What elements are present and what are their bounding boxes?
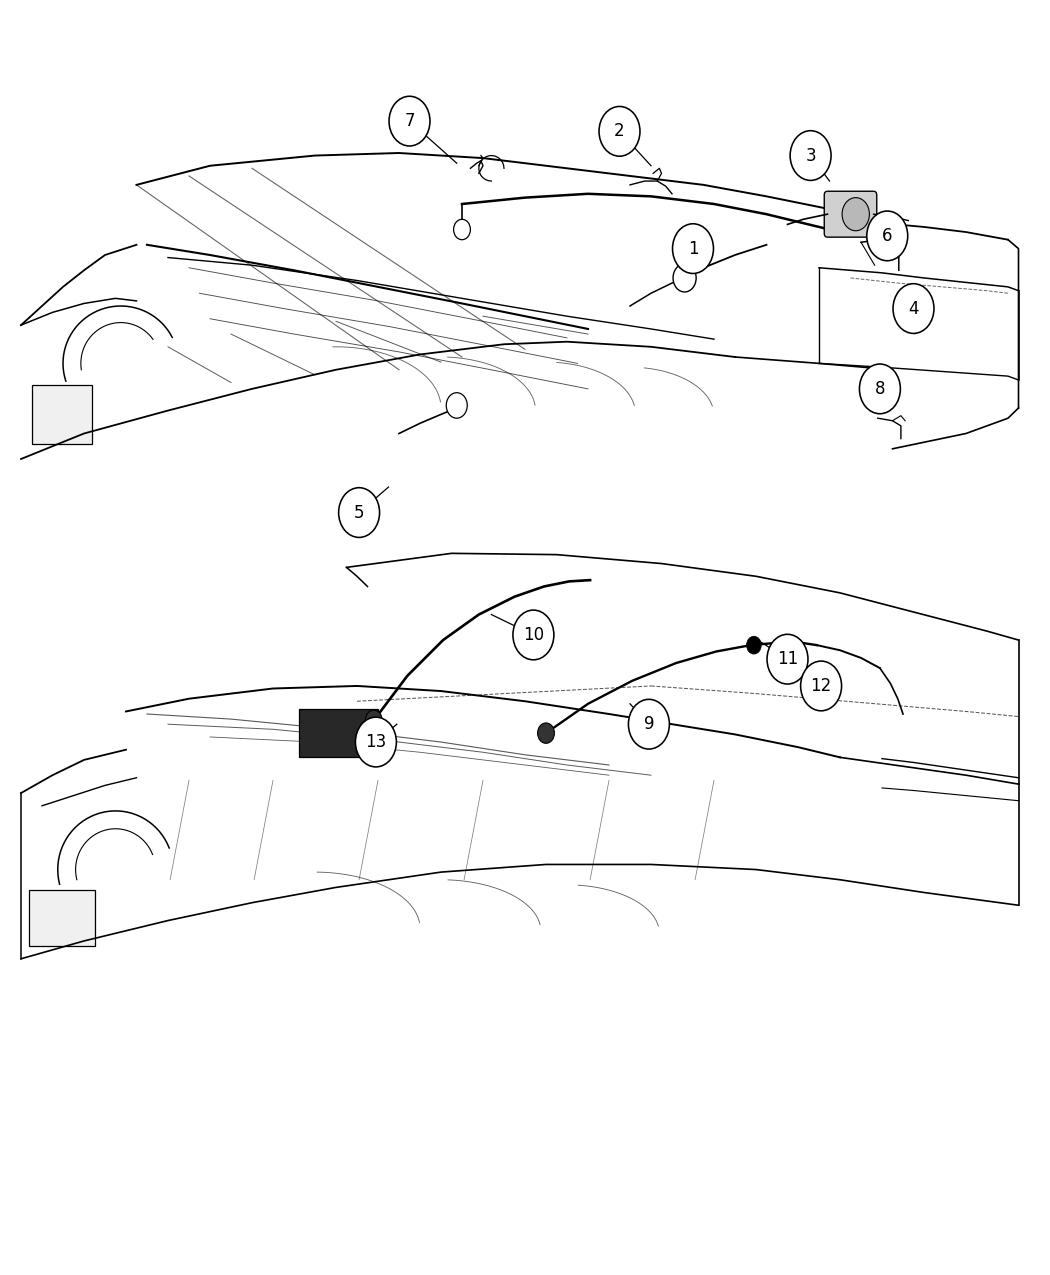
Circle shape [867, 212, 907, 261]
Circle shape [338, 488, 380, 538]
Text: 3: 3 [805, 147, 816, 164]
Circle shape [512, 611, 554, 660]
Circle shape [790, 131, 832, 180]
Circle shape [892, 284, 934, 333]
Circle shape [800, 660, 842, 710]
Circle shape [446, 393, 467, 418]
Bar [29, 890, 94, 946]
Text: 1: 1 [688, 240, 698, 258]
Circle shape [672, 223, 714, 274]
Text: 5: 5 [354, 504, 364, 521]
Circle shape [355, 718, 397, 768]
Bar [299, 709, 378, 757]
Circle shape [766, 635, 808, 683]
Circle shape [538, 723, 554, 743]
Text: 9: 9 [644, 715, 654, 733]
Text: 6: 6 [882, 227, 892, 245]
Circle shape [673, 264, 696, 292]
Circle shape [388, 96, 430, 147]
Text: 12: 12 [811, 677, 832, 695]
Circle shape [778, 645, 793, 663]
Circle shape [842, 198, 869, 231]
Text: 7: 7 [404, 112, 415, 130]
Bar [32, 385, 92, 444]
Circle shape [454, 219, 470, 240]
Text: 11: 11 [777, 650, 798, 668]
Circle shape [628, 700, 670, 750]
Text: 8: 8 [875, 380, 885, 398]
Circle shape [859, 365, 901, 414]
Text: 13: 13 [365, 733, 386, 751]
Text: 4: 4 [908, 300, 919, 317]
FancyBboxPatch shape [824, 191, 877, 237]
Circle shape [598, 107, 640, 157]
Circle shape [365, 710, 382, 731]
Text: 10: 10 [523, 626, 544, 644]
Circle shape [747, 636, 761, 654]
Text: 2: 2 [614, 122, 625, 140]
